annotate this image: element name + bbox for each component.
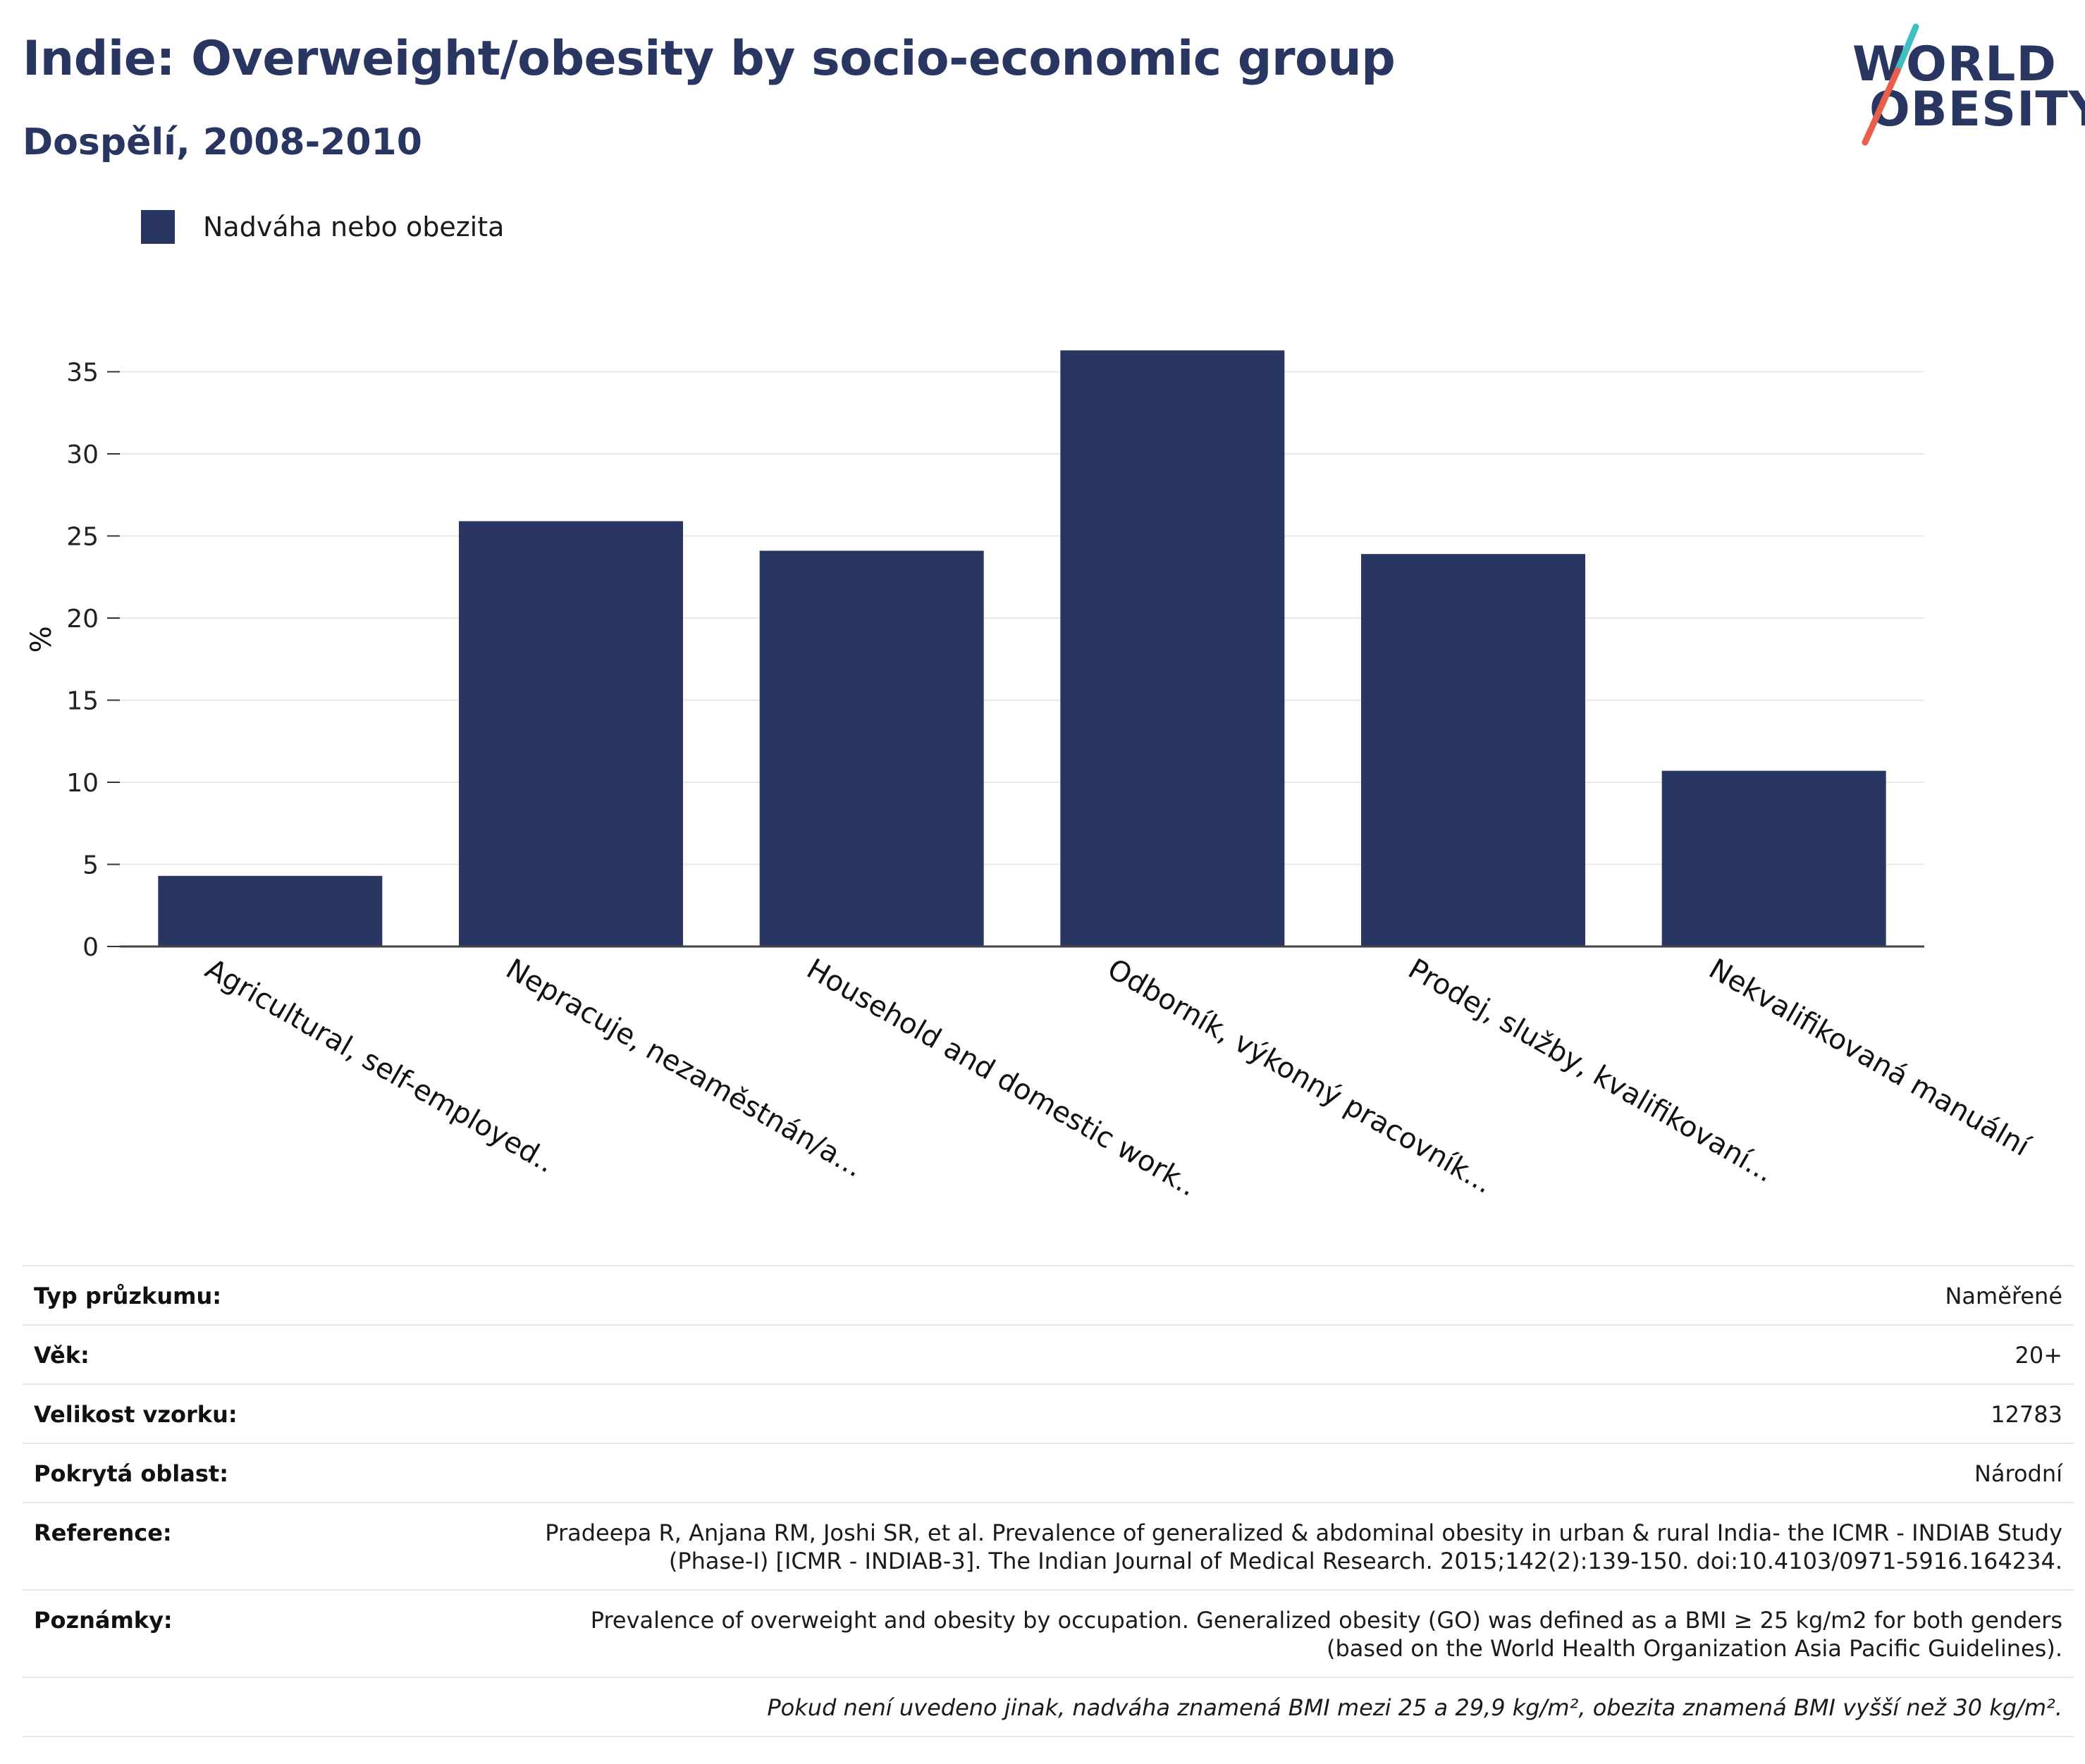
- meta-row-age: Věk: 20+: [23, 1326, 2074, 1385]
- x-category-label: Nekvalifikovaná manuální: [1704, 953, 2036, 1164]
- logo-word-world: WORLD: [1852, 37, 2057, 92]
- meta-value: Národní: [1974, 1460, 2062, 1487]
- y-tick-label: 25: [66, 523, 99, 552]
- logo-word-obesity: OBESITY: [1869, 82, 2085, 137]
- meta-value: Pradeepa R, Anjana RM, Joshi SR, et al. …: [545, 1519, 2062, 1574]
- meta-label: Typ průzkumu:: [34, 1283, 222, 1309]
- meta-label: Věk:: [34, 1342, 90, 1369]
- meta-value: Naměřené: [1945, 1283, 2062, 1309]
- y-tick-label: 30: [66, 440, 99, 469]
- y-tick-label: 15: [66, 687, 99, 716]
- meta-row-sample-size: Velikost vzorku: 12783: [23, 1385, 2074, 1444]
- bar: [158, 875, 383, 946]
- meta-row-reference: Reference: Pradeepa R, Anjana RM, Joshi …: [23, 1503, 2074, 1591]
- y-tick-label: 5: [82, 851, 99, 880]
- meta-label: Poznámky:: [34, 1607, 173, 1634]
- bar: [1661, 770, 1886, 946]
- meta-label: Velikost vzorku:: [34, 1401, 238, 1428]
- meta-row-survey-type: Typ průzkumu: Naměřené: [23, 1266, 2074, 1326]
- footnote-text: Pokud není uvedeno jinak, nadváha znamen…: [767, 1694, 2062, 1721]
- bar-chart: 0 5 10 15 20 25 30 35% Agricultural, self-employ…: [25, 350, 2036, 1198]
- bar: [459, 521, 683, 946]
- bar: [759, 550, 984, 946]
- meta-value: 12783: [1991, 1401, 2062, 1428]
- bar: [1060, 350, 1285, 947]
- meta-footnote: Pokud není uvedeno jinak, nadváha znamen…: [23, 1678, 2074, 1737]
- y-tick-label: 35: [66, 359, 99, 388]
- legend-swatch: [141, 210, 175, 244]
- x-category-label: Agricultural, self-employed..: [199, 953, 560, 1180]
- page-subtitle: Dospělí, 2008-2010: [23, 121, 422, 164]
- legend-label: Nadváha nebo obezita: [203, 211, 505, 242]
- chart-legend: Nadváha nebo obezita: [141, 210, 504, 244]
- meta-value: 20+: [2015, 1342, 2062, 1369]
- meta-label: Pokrytá oblast:: [34, 1460, 228, 1487]
- y-tick-label: 10: [66, 769, 99, 798]
- survey-metadata-table: Typ průzkumu: Naměřené Věk: 20+ Velikost…: [23, 1265, 2074, 1737]
- meta-row-coverage: Pokrytá oblast: Národní: [23, 1444, 2074, 1503]
- logo-slash-icon: [1862, 23, 1919, 146]
- bar: [1361, 554, 1585, 946]
- page-title: Indie: Overweight/obesity by socio-econo…: [23, 31, 1396, 87]
- meta-row-notes: Poznámky: Prevalence of overweight and o…: [23, 1591, 2074, 1678]
- meta-label: Reference:: [34, 1519, 172, 1546]
- y-axis-label: %: [25, 626, 58, 653]
- world-obesity-logo: WORLD OBESITY: [1833, 21, 2085, 148]
- meta-value: Prevalence of overweight and obesity by …: [590, 1607, 2062, 1662]
- y-tick-label: 0: [82, 933, 99, 962]
- y-tick-label: 20: [66, 605, 99, 634]
